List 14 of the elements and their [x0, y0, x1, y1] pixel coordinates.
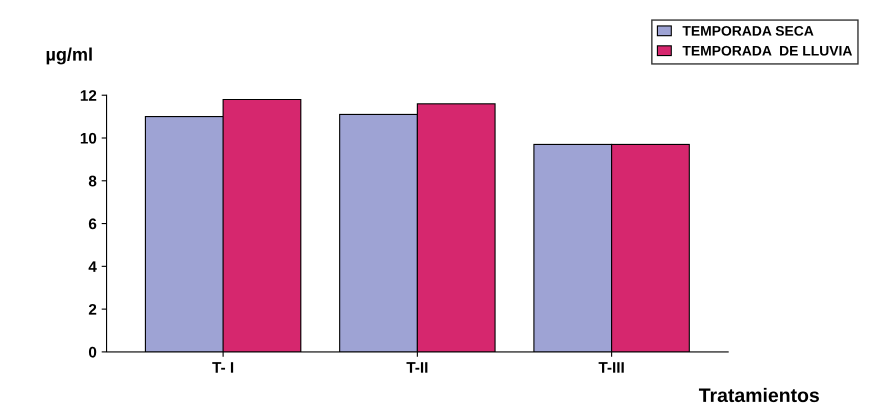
y-axis-title: µg/ml [46, 48, 92, 64]
x-tick-label: T-III [598, 362, 624, 373]
x-tick-label: T-II [406, 362, 428, 373]
legend-label: TEMPORADA DE LLUVIA [682, 46, 852, 56]
x-tick-label: T- I [212, 362, 234, 373]
legend-label: TEMPORADA SECA [682, 26, 814, 36]
y-tick-label: 0 [88, 346, 96, 358]
y-tick-label: 2 [88, 304, 96, 315]
x-axis-title: Tratamientos [698, 388, 819, 402]
y-tick-label: 6 [88, 218, 96, 230]
y-tick-label: 10 [80, 132, 96, 144]
y-tick-label: 12 [80, 90, 96, 101]
y-tick-label: 8 [88, 176, 96, 186]
y-tick-label: 4 [88, 261, 97, 272]
